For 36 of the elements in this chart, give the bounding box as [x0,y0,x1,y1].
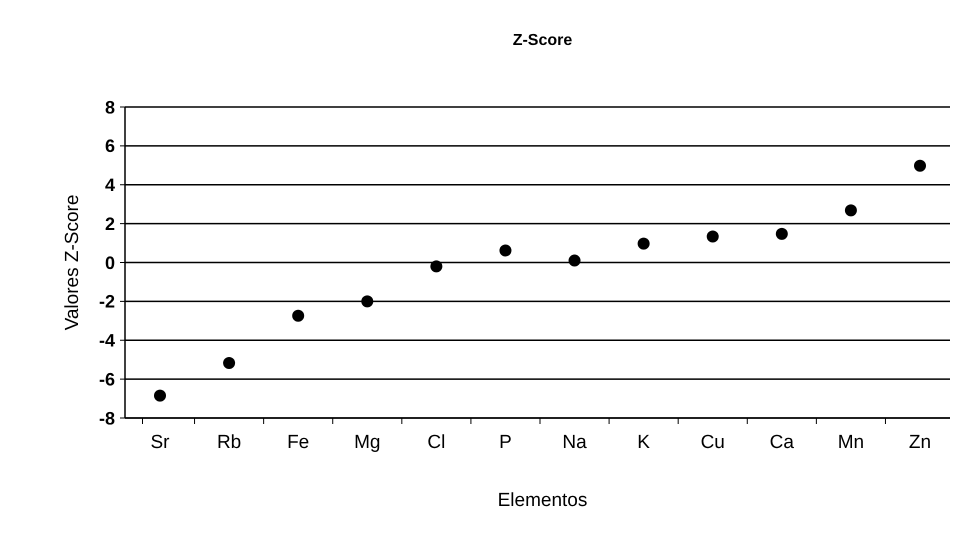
point [499,244,512,256]
point [844,204,857,216]
x-tick-label: Sr [150,432,170,453]
x-tick-label: Cu [700,432,725,453]
y-axis-title: Valores Z-Score [62,194,83,330]
x-tick-label: Mn [838,432,864,453]
point [361,295,374,308]
y-tick-label: -2 [98,292,115,312]
point [430,260,442,272]
y-tick-label: 8 [104,97,115,118]
x-tick-label: K [637,432,650,453]
chart-title: Z-Score [512,32,572,49]
x-tick-label: P [499,432,512,453]
point [223,356,236,369]
point [706,230,719,242]
point [914,160,926,172]
y-tick-label: 2 [104,214,115,234]
x-tick-label: Rb [216,432,242,453]
point [638,238,650,250]
x-tick-label: Ca [770,432,794,453]
y-tick-label: 6 [104,136,115,156]
y-tick-label: -6 [98,369,115,390]
y-tick-label: 4 [104,175,115,196]
y-tick-label: 0 [104,252,115,273]
x-tick-label: Zn [908,432,932,453]
x-tick-label: Na [562,432,588,453]
point [776,228,788,240]
point [154,390,166,402]
point [292,310,304,322]
x-tick-label: Cl [427,432,446,453]
x-tick-label: Mg [354,432,380,453]
x-axis-title: Elementos [498,490,588,511]
point [568,254,581,267]
x-tick-label: Fe [287,432,310,453]
y-tick-label: -4 [98,330,115,351]
y-tick-label: -8 [98,408,115,428]
